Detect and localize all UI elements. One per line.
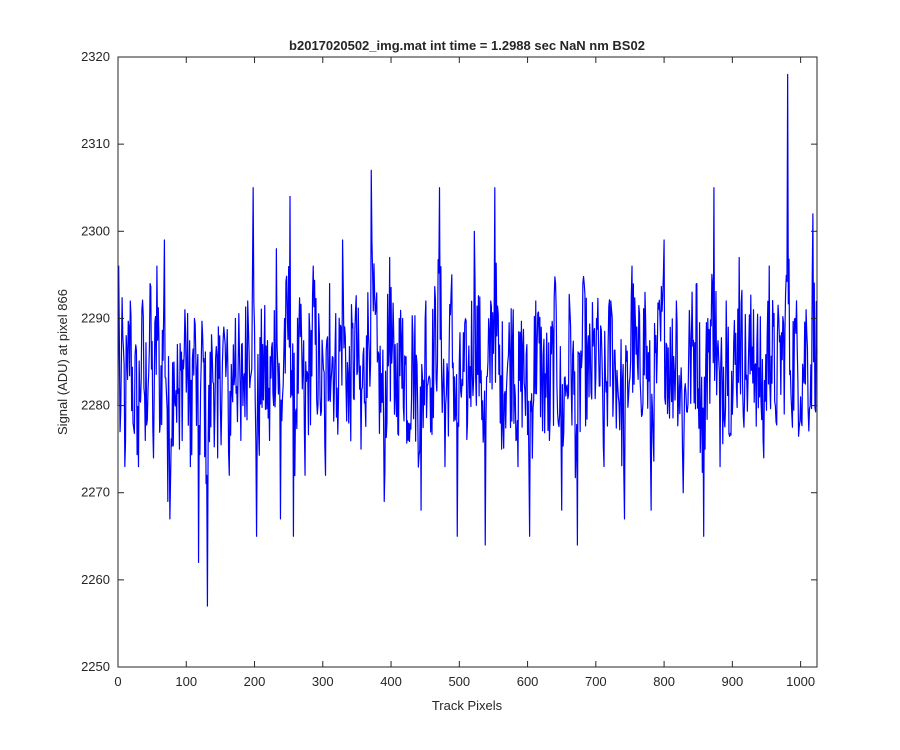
series-layer (117, 73, 818, 607)
chart-title: b2017020502_img.mat int time = 1.2988 se… (289, 38, 645, 53)
y-tick-label: 2270 (81, 485, 110, 500)
x-tick-label: 0 (114, 674, 121, 689)
y-tick-label: 2290 (81, 310, 110, 325)
y-tick-label: 2250 (81, 659, 110, 674)
y-tick-label: 2310 (81, 136, 110, 151)
x-axis: 0 100 200 300 400 500 600 700 800 900 1000 (114, 57, 815, 689)
y-tick-label: 2280 (81, 398, 110, 413)
x-axis-label: Track Pixels (432, 698, 503, 713)
x-tick-label: 100 (175, 674, 197, 689)
y-tick-label: 2300 (81, 223, 110, 238)
x-tick-label: 300 (312, 674, 334, 689)
y-axis: 2250 2260 2270 2280 2290 2300 2310 2320 (81, 49, 817, 674)
x-tick-label: 1000 (786, 674, 815, 689)
x-tick-label: 400 (380, 674, 402, 689)
series-line (117, 73, 818, 607)
x-tick-label: 600 (517, 674, 539, 689)
y-tick-label: 2260 (81, 572, 110, 587)
axes-box (117, 56, 818, 668)
x-tick-label: 900 (722, 674, 744, 689)
x-tick-label: 500 (448, 674, 470, 689)
y-tick-label: 2320 (81, 49, 110, 64)
x-tick-label: 700 (585, 674, 607, 689)
y-axis-label: Signal (ADU) at pixel 866 (55, 289, 70, 435)
x-tick-label: 200 (244, 674, 266, 689)
x-tick-label: 800 (653, 674, 675, 689)
